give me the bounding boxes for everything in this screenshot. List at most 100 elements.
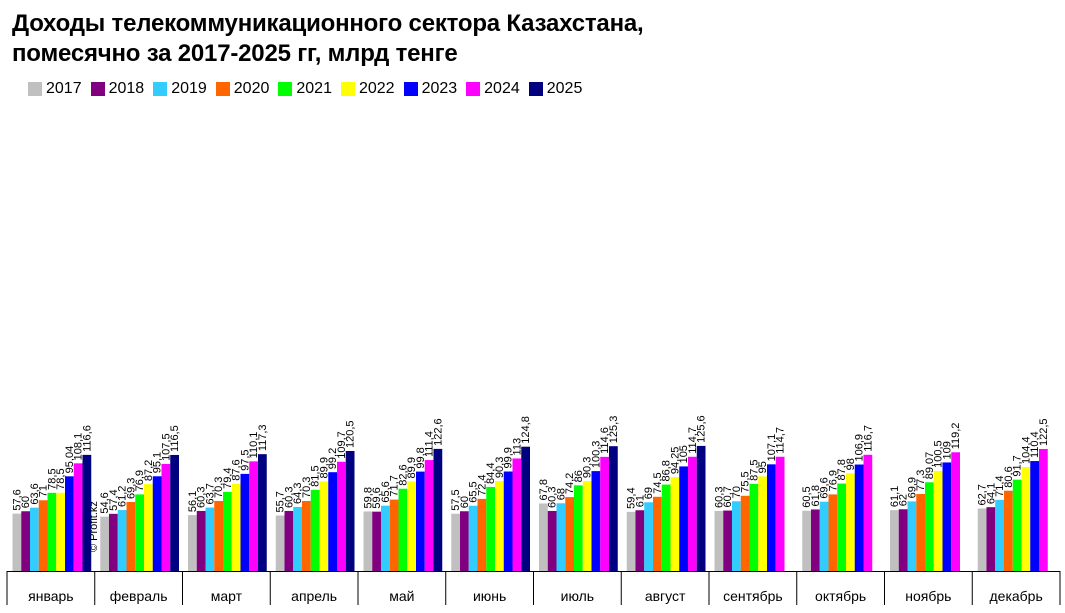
bar-2025-июль: [609, 446, 618, 571]
bar-2025-апрель: [345, 450, 355, 571]
legend-swatch-2023: [403, 82, 418, 96]
x-tick-label-апрель: апрель: [291, 588, 337, 604]
data-label-2018-сентябрь: 60,7: [722, 486, 734, 507]
x-tick-label-декабрь: декабрь: [989, 588, 1042, 604]
bar-2021-июнь: [486, 486, 495, 571]
data-label-2018-ноябрь: 62: [898, 494, 910, 506]
data-label-2022-декабрь: 104,4: [1020, 436, 1032, 464]
legend-item-2024: 2024: [466, 79, 520, 99]
data-label-2017-февраль: 54,6: [99, 492, 111, 513]
data-label-2024-сентябрь: 114,7: [775, 427, 787, 454]
legend-item-2020: 2020: [215, 79, 269, 99]
data-label-2024-май: 111,4: [424, 431, 436, 457]
bar-2023-апрель: [328, 472, 337, 571]
data-label-2018-август: 61: [634, 495, 646, 507]
bar-2020-январь: [38, 500, 48, 571]
data-label-2018-октябрь: 61,8: [810, 485, 822, 506]
bar-2019-март: [205, 507, 215, 571]
bar-2021-август: [661, 484, 671, 571]
data-label-2025-февраль: 116,5: [169, 425, 181, 452]
bar-2018-март: [196, 510, 206, 571]
bar-2024-апрель: [337, 461, 346, 571]
bar-2017-октябрь: [802, 510, 811, 571]
data-label-2022-ноябрь: 100,5: [933, 440, 945, 468]
data-label-2017-май: 59,8: [362, 487, 374, 508]
bar-2019-октябрь: [819, 501, 829, 571]
data-label-2021-март: 79,4: [222, 467, 234, 488]
legend-label-2019: 2019: [171, 80, 207, 97]
bar-2017-февраль: [100, 516, 109, 571]
legend-label-2017: 2017: [46, 80, 82, 97]
data-label-2023-август: 105: [678, 445, 690, 463]
data-label-2019-май: 65,6: [380, 481, 392, 502]
data-label-2025-апрель: 120,5: [345, 420, 357, 448]
data-label-2023-февраль: 95,1: [152, 452, 164, 473]
legend-swatch-2022: [340, 82, 355, 96]
data-label-2024-декабрь: 122,5: [1038, 418, 1050, 446]
bar-2020-сентябрь: [740, 495, 750, 571]
bar-2017-май: [363, 511, 373, 571]
data-label-2020-март: 70,3: [213, 477, 225, 498]
data-label-2019-февраль: 61,2: [117, 486, 129, 507]
bar-2023-ноябрь: [942, 462, 952, 571]
bar-2019-январь: [30, 507, 39, 571]
data-label-2023-март: 97,5: [239, 449, 251, 470]
bar-2019-ноябрь: [907, 501, 917, 571]
data-label-2019-апрель: 64,3: [292, 483, 304, 504]
bar-2020-март: [214, 500, 223, 571]
bar-2022-июнь: [495, 481, 504, 571]
bar-2023-август: [679, 466, 688, 571]
data-label-2019-декабрь: 71,4: [994, 475, 1006, 496]
legend-item-2023: 2023: [403, 79, 457, 99]
data-label-2017-июнь: 57,5: [450, 489, 462, 510]
bar-2020-май: [389, 499, 399, 571]
legend-item-2019: 2019: [153, 79, 207, 99]
legend-swatch-2024: [466, 82, 481, 96]
bar-2025-август: [696, 445, 706, 571]
x-tick-label-март: март: [211, 588, 243, 604]
data-label-2025-январь: 116,6: [81, 425, 93, 452]
bar-2023-октябрь: [854, 464, 864, 571]
bar-2018-сентябрь: [723, 510, 732, 571]
bar-2023-декабрь: [1030, 461, 1039, 571]
bar-2024-январь: [73, 463, 83, 571]
bar-2022-май: [407, 481, 416, 571]
bar-2025-март: [258, 454, 267, 571]
data-label-2025-май: 122,6: [432, 418, 444, 446]
data-label-2024-ноябрь: 119,2: [950, 423, 962, 450]
legend-item-2021: 2021: [278, 79, 332, 99]
data-label-2020-август: 74,5: [652, 472, 664, 493]
bar-2023-июль: [591, 471, 601, 571]
data-label-2021-сентябрь: 87,5: [748, 459, 760, 480]
bar-2018-ноябрь: [898, 509, 908, 571]
bar-2017-декабрь: [977, 508, 987, 571]
data-label-2021-август: 86,8: [661, 460, 673, 481]
data-labels-layer: 57,66063,67178,578,595,04108,1116,654,65…: [11, 415, 1050, 513]
bar-2022-сентябрь: [758, 476, 767, 571]
bar-2021-октябрь: [837, 483, 846, 571]
bar-2022-октябрь: [846, 473, 855, 571]
bar-2021-сентябрь: [749, 483, 759, 571]
bar-2024-октябрь: [863, 454, 873, 571]
bar-2018-июль: [547, 510, 557, 571]
data-label-2023-сентябрь: 107,1: [766, 434, 778, 462]
bar-2019-август: [644, 502, 653, 571]
legend-swatch-2017: [28, 82, 42, 96]
bar-2022-август: [670, 477, 680, 571]
data-label-2017-апрель: 55,7: [275, 491, 287, 512]
bar-2023-июнь: [503, 471, 513, 571]
data-label-2023-январь: 95,04: [64, 446, 76, 474]
data-label-2019-июнь: 65,5: [468, 481, 480, 502]
data-label-2023-декабрь: 110,4: [1029, 431, 1041, 458]
data-label-2018-июнь: 60: [459, 496, 471, 508]
data-label-2017-январь: 57,6: [11, 489, 23, 510]
x-axis: © Profit.kz январь февраль март апрель май ию…: [6, 501, 1061, 605]
data-label-2022-май: 89,9: [406, 457, 418, 478]
data-label-2020-июнь: 72,4: [476, 474, 488, 495]
data-label-2021-февраль: 76,9: [134, 470, 146, 491]
legend-item-2018: 2018: [90, 79, 144, 99]
legend-label-2022: 2022: [358, 80, 395, 97]
bar-2021-июль: [574, 485, 583, 571]
bar-2017-ноябрь: [890, 510, 899, 571]
bar-2022-январь: [56, 492, 65, 571]
